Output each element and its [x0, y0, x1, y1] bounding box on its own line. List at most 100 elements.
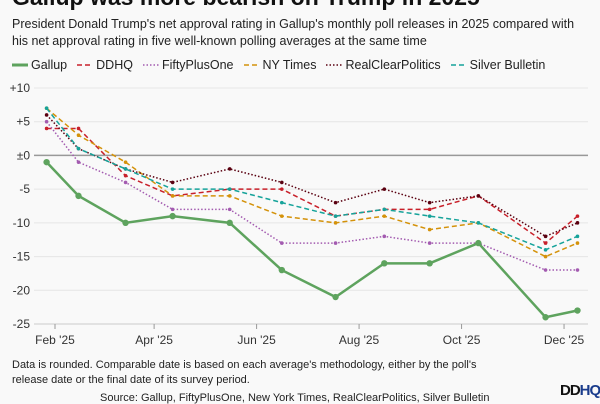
- data-point: [427, 207, 432, 212]
- legend-item: Silver Bulletin: [450, 58, 546, 72]
- y-tick-label: +5: [16, 115, 30, 129]
- x-tick-label: Aug '25: [339, 333, 380, 347]
- data-point: [543, 268, 548, 272]
- data-point: [427, 241, 432, 245]
- data-point: [123, 180, 128, 185]
- y-tick-label: -20: [13, 283, 31, 297]
- legend-label: RealClearPolitics: [345, 58, 441, 72]
- data-point: [426, 260, 433, 267]
- y-tick-label: -15: [13, 250, 31, 264]
- data-point: [44, 119, 49, 124]
- data-point: [280, 214, 284, 218]
- chart-title: Gallup was more bearish on Trump in 2025: [12, 0, 480, 11]
- data-point: [76, 133, 81, 137]
- data-point: [122, 219, 129, 227]
- data-point: [227, 187, 232, 191]
- data-point: [123, 160, 128, 164]
- data-point: [427, 214, 432, 218]
- data-point: [227, 167, 232, 171]
- chart-subtitle: President Donald Trump's net approval ra…: [12, 17, 575, 48]
- data-point: [575, 234, 580, 239]
- y-tick-label: -25: [13, 317, 31, 331]
- data-point: [44, 126, 49, 131]
- data-point: [382, 187, 387, 191]
- data-point: [333, 214, 338, 218]
- legend-item: Gallup: [12, 58, 67, 72]
- legend-swatch: [77, 64, 94, 66]
- legend-item: NY Times: [243, 58, 317, 72]
- legend-label: Gallup: [31, 58, 68, 72]
- y-tick-label: +10: [10, 81, 31, 95]
- data-point: [333, 241, 338, 245]
- data-point: [542, 314, 549, 321]
- data-point: [44, 106, 49, 111]
- data-point: [123, 167, 128, 171]
- data-point: [427, 200, 432, 205]
- legend-swatch: [450, 64, 467, 66]
- x-tick-label: Jun '25: [237, 333, 276, 347]
- data-point: [427, 227, 432, 232]
- data-point: [575, 214, 580, 218]
- data-point: [543, 234, 548, 239]
- data-point: [332, 293, 339, 301]
- data-point: [543, 248, 548, 252]
- data-point: [169, 212, 176, 220]
- ddhq-logo: DDHQ: [560, 382, 600, 399]
- data-point: [575, 268, 580, 272]
- data-point: [476, 221, 481, 225]
- data-point: [76, 160, 81, 164]
- data-point: [226, 219, 233, 227]
- legend-item: RealClearPolitics: [326, 58, 441, 72]
- legend-swatch: [243, 64, 260, 66]
- data-point: [123, 173, 128, 178]
- x-tick-label: Dec '25: [544, 333, 585, 347]
- data-point: [280, 187, 284, 191]
- x-tick-label: Feb '25: [35, 333, 75, 347]
- data-point: [280, 241, 284, 245]
- data-point: [280, 200, 284, 205]
- legend-item: DDHQ: [77, 58, 133, 72]
- data-point: [333, 221, 338, 225]
- data-point: [382, 207, 387, 212]
- x-tick-label: Oct '25: [443, 333, 481, 347]
- data-point: [170, 187, 175, 191]
- footnote: Data is rounded. Comparable date is base…: [12, 359, 477, 386]
- series-line-ddhq: [46, 127, 578, 245]
- data-point: [278, 266, 285, 274]
- data-point: [575, 241, 580, 245]
- data-point: [475, 239, 482, 247]
- legend-label: DDHQ: [96, 58, 133, 72]
- series-line-silver-bulletin: [46, 107, 578, 251]
- data-point: [382, 234, 387, 239]
- series-line-realclearpolitics: [46, 114, 578, 238]
- series-line-fiftyplusone: [46, 121, 578, 271]
- data-point: [43, 158, 50, 166]
- data-point: [76, 126, 81, 131]
- source-text: Source: Gallup, FiftyPlusOne, New York T…: [100, 392, 490, 404]
- series-line-gallup: [45, 161, 578, 319]
- data-point: [280, 180, 284, 185]
- data-point: [381, 260, 388, 267]
- y-tick-label: ±0: [17, 148, 31, 162]
- legend-label: FiftyPlusOne: [161, 58, 234, 72]
- data-point: [44, 113, 49, 117]
- data-point: [543, 241, 548, 245]
- y-tick-label: -10: [13, 216, 31, 230]
- data-point: [476, 194, 481, 198]
- data-point: [574, 307, 581, 314]
- data-point: [170, 207, 175, 212]
- legend-label: NY Times: [262, 58, 317, 72]
- legend-label: Silver Bulletin: [469, 58, 546, 72]
- data-point: [76, 146, 81, 151]
- legend-swatch: [12, 63, 28, 67]
- x-tick-label: Apr '25: [135, 333, 173, 347]
- data-point: [333, 200, 338, 205]
- data-point: [543, 254, 548, 259]
- data-point: [227, 207, 232, 212]
- data-point: [170, 194, 175, 198]
- data-point: [227, 194, 232, 198]
- data-point: [575, 221, 580, 225]
- legend-swatch: [326, 64, 343, 66]
- data-point: [75, 192, 82, 200]
